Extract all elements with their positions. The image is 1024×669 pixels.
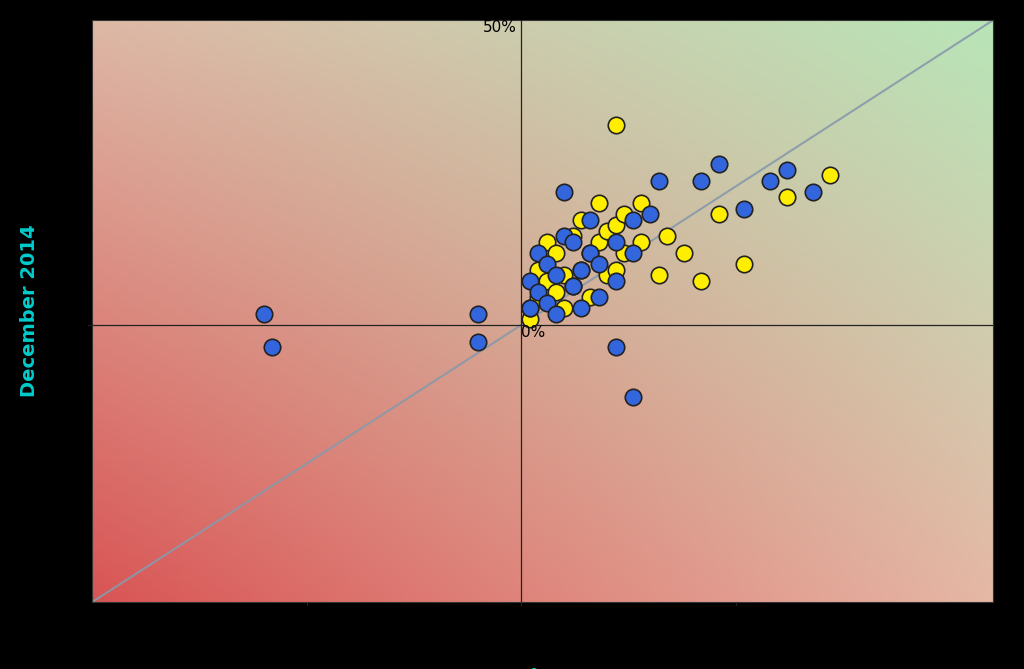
Point: [582, 248, 598, 258]
Point: [539, 259, 555, 270]
Point: [530, 264, 547, 275]
Point: [650, 175, 667, 186]
Point: [590, 236, 606, 247]
Point: [616, 248, 633, 258]
Point: [779, 165, 796, 175]
Point: [564, 281, 581, 292]
Point: [564, 281, 581, 292]
Point: [599, 270, 615, 280]
Text: 0%: 0%: [59, 318, 84, 332]
Point: [470, 337, 486, 347]
Point: [548, 270, 564, 280]
Point: [762, 175, 778, 186]
Text: -25%: -25%: [44, 456, 84, 471]
Point: [539, 275, 555, 286]
Point: [599, 225, 615, 236]
Text: 0%: 0%: [59, 318, 84, 332]
Point: [607, 275, 624, 286]
Point: [607, 120, 624, 130]
Point: [650, 270, 667, 280]
Point: [582, 248, 598, 258]
Point: [607, 236, 624, 247]
Text: December 2013: December 2013: [457, 668, 629, 669]
Point: [556, 303, 572, 314]
Point: [625, 214, 641, 225]
Point: [521, 303, 538, 314]
Text: 0%: 0%: [521, 325, 546, 340]
Point: [616, 209, 633, 219]
Point: [711, 159, 727, 169]
Point: [539, 236, 555, 247]
Point: [521, 275, 538, 286]
Point: [693, 175, 710, 186]
Point: [711, 209, 727, 219]
Text: 25%: 25%: [719, 607, 753, 623]
Text: 0%: 0%: [509, 607, 534, 623]
Point: [556, 187, 572, 197]
Point: [548, 308, 564, 319]
Point: [625, 248, 641, 258]
Point: [633, 197, 649, 208]
Point: [633, 236, 649, 247]
Point: [625, 391, 641, 402]
Text: 50%: 50%: [483, 20, 517, 35]
Text: December 2014: December 2014: [19, 225, 39, 397]
Point: [470, 308, 486, 319]
Point: [530, 292, 547, 302]
Point: [822, 170, 839, 181]
Point: [264, 342, 281, 353]
Point: [607, 220, 624, 231]
Point: [676, 248, 692, 258]
Point: [590, 292, 606, 302]
Point: [548, 286, 564, 297]
Point: [779, 192, 796, 203]
Point: [805, 187, 821, 197]
Point: [530, 248, 547, 258]
Point: [521, 314, 538, 324]
Point: [556, 270, 572, 280]
Point: [590, 259, 606, 270]
Point: [564, 236, 581, 247]
Point: [736, 203, 753, 214]
Text: -25%: -25%: [287, 607, 327, 623]
Point: [590, 197, 606, 208]
Point: [582, 214, 598, 225]
Text: 50: 50: [997, 318, 1017, 332]
Point: [548, 248, 564, 258]
Point: [530, 286, 547, 297]
Text: 50%: 50%: [50, 13, 84, 27]
Point: [607, 342, 624, 353]
Point: [564, 231, 581, 242]
Point: [607, 264, 624, 275]
Point: [573, 303, 590, 314]
Point: [659, 231, 676, 242]
Point: [256, 308, 272, 319]
Point: [556, 231, 572, 242]
Point: [693, 275, 710, 286]
Point: [573, 264, 590, 275]
Point: [736, 259, 753, 270]
Point: [642, 209, 658, 219]
Point: [573, 264, 590, 275]
Point: [539, 298, 555, 308]
Text: 25%: 25%: [50, 179, 84, 194]
Point: [582, 292, 598, 302]
Point: [573, 214, 590, 225]
Point: [521, 303, 538, 314]
